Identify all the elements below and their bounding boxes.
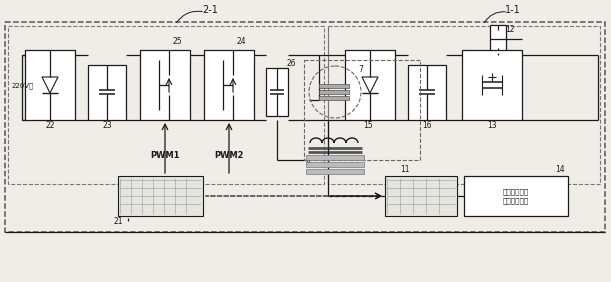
- Text: 23: 23: [102, 122, 112, 131]
- Text: 25: 25: [172, 38, 182, 47]
- Text: 26: 26: [286, 60, 296, 69]
- Bar: [319, 90, 349, 94]
- Bar: [319, 96, 349, 100]
- Bar: [345, 50, 395, 120]
- Bar: [304, 60, 420, 160]
- Text: PWM2: PWM2: [214, 151, 244, 160]
- Text: 11: 11: [400, 166, 410, 175]
- Bar: [385, 176, 457, 216]
- Bar: [408, 65, 446, 120]
- Bar: [464, 176, 568, 216]
- Text: 7: 7: [359, 65, 364, 74]
- Bar: [490, 25, 506, 53]
- Bar: [462, 50, 522, 120]
- Text: PWM1: PWM1: [150, 151, 180, 160]
- Bar: [5, 22, 605, 232]
- Text: 1-1: 1-1: [505, 5, 521, 15]
- Text: 15: 15: [363, 122, 373, 131]
- Text: 21: 21: [114, 217, 123, 226]
- Text: 2-1: 2-1: [202, 5, 218, 15]
- Bar: [319, 84, 349, 88]
- Text: 12: 12: [505, 25, 514, 34]
- Bar: [140, 50, 190, 120]
- Bar: [8, 26, 324, 184]
- Bar: [306, 162, 364, 167]
- Bar: [266, 68, 288, 116]
- Text: 220V～: 220V～: [12, 83, 34, 89]
- Bar: [306, 155, 364, 160]
- Text: 22: 22: [45, 122, 55, 131]
- Bar: [306, 169, 364, 174]
- Bar: [118, 176, 203, 216]
- Text: 14: 14: [555, 166, 565, 175]
- Bar: [328, 26, 600, 184]
- Text: 13: 13: [487, 122, 497, 131]
- Text: 电池电压检测
充电电流检测: 电池电压检测 充电电流检测: [503, 188, 529, 204]
- Text: 16: 16: [422, 122, 432, 131]
- Bar: [25, 50, 75, 120]
- Text: 8: 8: [305, 158, 310, 168]
- Bar: [204, 50, 254, 120]
- Text: 24: 24: [236, 38, 246, 47]
- Bar: [88, 65, 126, 120]
